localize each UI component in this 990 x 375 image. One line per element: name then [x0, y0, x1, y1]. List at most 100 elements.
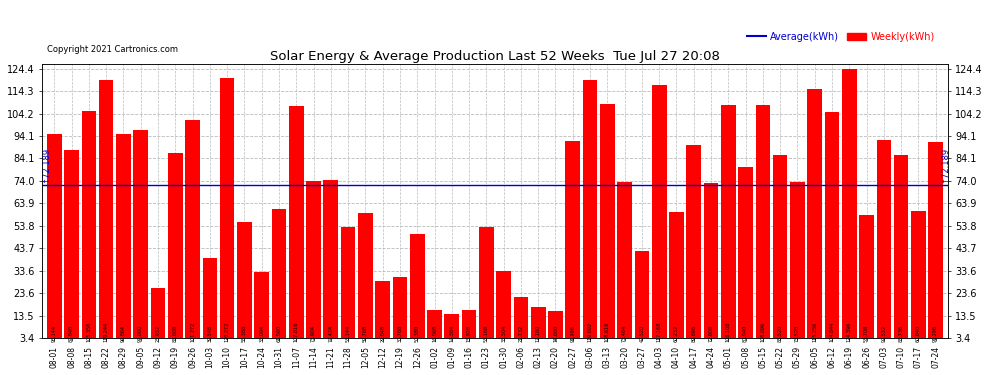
Text: 29.048: 29.048 — [380, 326, 385, 342]
Bar — [600, 104, 615, 346]
Bar — [445, 314, 459, 346]
Bar — [808, 89, 822, 346]
Bar — [237, 222, 251, 346]
Text: 108.108: 108.108 — [726, 322, 731, 342]
Bar — [393, 277, 407, 346]
Text: 115.256: 115.256 — [812, 322, 817, 342]
Text: 21.732: 21.732 — [519, 325, 524, 342]
Bar — [99, 80, 114, 346]
Bar — [64, 150, 79, 346]
Title: Solar Energy & Average Production Last 52 Weeks  Tue Jul 27 20:08: Solar Energy & Average Production Last 5… — [270, 50, 720, 63]
Bar — [410, 234, 425, 346]
Bar — [479, 227, 494, 346]
Text: 101.272: 101.272 — [190, 322, 195, 342]
Text: 86.608: 86.608 — [173, 325, 178, 342]
Text: 105.356: 105.356 — [86, 322, 91, 342]
Text: 60.640: 60.640 — [916, 325, 921, 342]
Text: 25.932: 25.932 — [155, 326, 160, 342]
Text: 72.908: 72.908 — [709, 326, 714, 342]
Bar — [358, 213, 372, 346]
Bar — [341, 227, 355, 346]
Text: 108.096: 108.096 — [760, 322, 765, 342]
Bar — [704, 183, 719, 346]
Text: 16.068: 16.068 — [432, 325, 437, 342]
Text: 104.844: 104.844 — [830, 322, 835, 342]
Text: 117.168: 117.168 — [656, 322, 661, 342]
Text: 92.532: 92.532 — [881, 326, 886, 342]
Text: 120.272: 120.272 — [225, 322, 230, 342]
Text: 91.296: 91.296 — [934, 326, 939, 342]
Bar — [271, 209, 286, 346]
Text: 73.464: 73.464 — [622, 325, 627, 342]
Bar — [635, 251, 649, 346]
Bar — [618, 182, 632, 346]
Bar — [427, 310, 442, 346]
Bar — [548, 311, 563, 346]
Bar — [168, 153, 182, 346]
Bar — [203, 258, 217, 346]
Text: ↑72.189: ↑72.189 — [42, 147, 50, 183]
Bar — [565, 141, 580, 346]
Bar — [911, 211, 926, 346]
Bar — [47, 134, 61, 346]
Bar — [686, 146, 701, 346]
Bar — [220, 78, 235, 346]
Legend: Average(kWh), Weekly(kWh): Average(kWh), Weekly(kWh) — [742, 28, 939, 46]
Bar — [254, 272, 269, 346]
Text: 61.560: 61.560 — [276, 325, 281, 342]
Text: 73.520: 73.520 — [795, 325, 800, 342]
Bar — [894, 155, 909, 346]
Bar — [651, 85, 666, 346]
Text: 97.000: 97.000 — [139, 326, 144, 342]
Bar — [583, 80, 597, 346]
Bar — [825, 112, 840, 346]
Bar — [531, 308, 545, 346]
Bar — [375, 281, 390, 346]
Bar — [81, 111, 96, 346]
Text: 108.616: 108.616 — [605, 322, 610, 342]
Bar — [514, 297, 529, 346]
Bar — [876, 140, 891, 346]
Text: 15.600: 15.600 — [553, 325, 558, 342]
Text: 30.768: 30.768 — [397, 325, 403, 342]
Text: 60.232: 60.232 — [674, 325, 679, 342]
Text: 107.816: 107.816 — [294, 322, 299, 342]
Bar — [755, 105, 770, 346]
Text: 53.168: 53.168 — [484, 325, 489, 342]
Bar — [859, 215, 874, 346]
Bar — [306, 181, 321, 346]
Text: 95.144: 95.144 — [51, 326, 56, 342]
Text: Copyright 2021 Cartronics.com: Copyright 2021 Cartronics.com — [47, 45, 178, 54]
Text: 73.904: 73.904 — [311, 326, 316, 342]
Bar — [842, 69, 856, 346]
Text: 33.004: 33.004 — [259, 325, 264, 342]
Bar — [289, 105, 304, 346]
Bar — [669, 211, 684, 346]
Bar — [150, 288, 165, 346]
Text: 74.424: 74.424 — [329, 325, 334, 342]
Bar — [134, 130, 148, 346]
Text: 58.708: 58.708 — [864, 325, 869, 342]
Text: ↑72.189: ↑72.189 — [940, 147, 948, 183]
Text: 80.040: 80.040 — [743, 325, 748, 342]
Text: 87.840: 87.840 — [69, 325, 74, 342]
Text: 15.928: 15.928 — [466, 326, 471, 342]
Bar — [116, 134, 131, 346]
Bar — [773, 155, 787, 346]
Text: 85.736: 85.736 — [899, 325, 904, 342]
Text: 33.504: 33.504 — [501, 325, 506, 342]
Text: 119.092: 119.092 — [587, 322, 593, 342]
Text: 119.244: 119.244 — [104, 322, 109, 342]
Text: 85.520: 85.520 — [778, 325, 783, 342]
Bar — [790, 182, 805, 346]
Text: 50.380: 50.380 — [415, 325, 420, 342]
Text: 55.388: 55.388 — [242, 325, 247, 342]
Bar — [461, 310, 476, 346]
Text: 89.896: 89.896 — [691, 326, 696, 342]
Text: 14.384: 14.384 — [449, 325, 454, 342]
Text: 59.768: 59.768 — [363, 326, 368, 342]
Text: 94.864: 94.864 — [121, 326, 126, 342]
Text: 39.548: 39.548 — [207, 326, 212, 342]
Bar — [496, 271, 511, 346]
Bar — [721, 105, 736, 346]
